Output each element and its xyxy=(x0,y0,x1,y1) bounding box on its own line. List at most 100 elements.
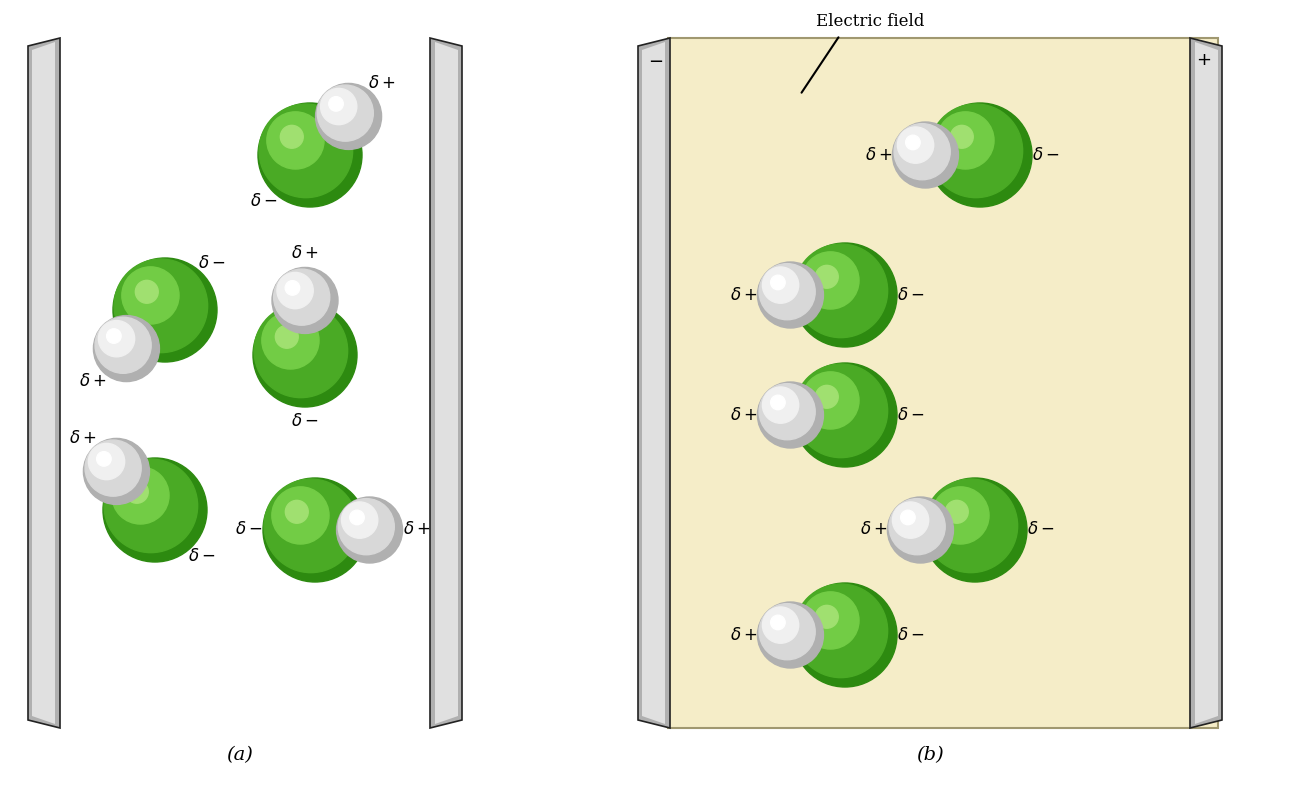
Circle shape xyxy=(88,444,125,480)
Circle shape xyxy=(281,125,303,148)
Text: $\delta-$: $\delta-$ xyxy=(235,522,263,539)
Circle shape xyxy=(95,318,151,373)
Circle shape xyxy=(259,104,352,198)
Circle shape xyxy=(894,124,950,180)
Circle shape xyxy=(815,385,838,409)
Circle shape xyxy=(94,315,160,381)
Circle shape xyxy=(112,467,169,524)
Circle shape xyxy=(264,479,358,573)
Circle shape xyxy=(928,103,1032,207)
Text: $\delta+$: $\delta+$ xyxy=(69,429,97,447)
Circle shape xyxy=(945,500,968,523)
Circle shape xyxy=(758,262,823,328)
Circle shape xyxy=(906,135,920,150)
Circle shape xyxy=(84,440,142,496)
Circle shape xyxy=(889,499,945,555)
Text: $\delta+$: $\delta+$ xyxy=(729,626,757,643)
Circle shape xyxy=(758,382,823,448)
Text: $\delta-$: $\delta-$ xyxy=(897,626,924,643)
Circle shape xyxy=(285,281,300,295)
Circle shape xyxy=(277,272,313,309)
Text: $+$: $+$ xyxy=(1196,51,1212,69)
Circle shape xyxy=(83,438,150,504)
Circle shape xyxy=(316,84,382,149)
Circle shape xyxy=(793,363,897,467)
Circle shape xyxy=(901,510,915,525)
Polygon shape xyxy=(430,38,461,728)
Circle shape xyxy=(113,258,217,362)
Circle shape xyxy=(759,384,815,440)
Circle shape xyxy=(125,480,148,504)
Circle shape xyxy=(263,478,367,582)
Text: $\delta+$: $\delta+$ xyxy=(729,286,757,303)
Text: $\delta+$: $\delta+$ xyxy=(403,522,430,539)
Circle shape xyxy=(261,312,318,369)
Circle shape xyxy=(930,104,1023,198)
Circle shape xyxy=(892,122,958,188)
Circle shape xyxy=(337,497,403,563)
Circle shape xyxy=(762,607,798,643)
Circle shape xyxy=(802,592,859,649)
Circle shape xyxy=(771,275,785,290)
Polygon shape xyxy=(436,42,458,724)
Circle shape xyxy=(771,615,785,630)
Circle shape xyxy=(892,502,928,538)
Text: $\delta+$: $\delta+$ xyxy=(291,245,318,262)
Circle shape xyxy=(793,583,897,687)
Circle shape xyxy=(103,458,207,562)
Circle shape xyxy=(135,280,159,303)
Circle shape xyxy=(266,112,324,169)
Circle shape xyxy=(793,243,897,347)
Circle shape xyxy=(321,89,356,124)
Circle shape xyxy=(923,478,1027,582)
Circle shape xyxy=(254,304,347,397)
Circle shape xyxy=(762,267,798,303)
Circle shape xyxy=(99,321,135,357)
Circle shape xyxy=(758,602,823,668)
Text: $\delta-$: $\delta-$ xyxy=(1027,522,1054,539)
Circle shape xyxy=(794,364,888,457)
Circle shape xyxy=(759,603,815,660)
Circle shape xyxy=(794,584,888,678)
Circle shape xyxy=(802,252,859,309)
Text: $-$: $-$ xyxy=(649,51,663,69)
Circle shape xyxy=(96,452,110,466)
Text: $\delta+$: $\delta+$ xyxy=(864,147,892,164)
Circle shape xyxy=(329,97,343,111)
Circle shape xyxy=(802,372,859,429)
Circle shape xyxy=(286,500,308,523)
Circle shape xyxy=(888,497,953,563)
Text: $\delta+$: $\delta+$ xyxy=(79,373,107,390)
Text: $\delta-$: $\delta-$ xyxy=(1032,147,1060,164)
Circle shape xyxy=(924,479,1018,573)
Circle shape xyxy=(273,269,330,326)
Circle shape xyxy=(815,606,838,628)
Circle shape xyxy=(342,502,378,538)
Polygon shape xyxy=(1195,42,1218,724)
Polygon shape xyxy=(32,42,55,724)
Circle shape xyxy=(759,263,815,320)
Text: $\delta-$: $\delta-$ xyxy=(250,193,277,210)
Circle shape xyxy=(317,85,373,141)
Circle shape xyxy=(897,127,933,164)
Text: (a): (a) xyxy=(226,746,254,764)
Text: $\delta+$: $\delta+$ xyxy=(368,75,395,92)
Polygon shape xyxy=(642,42,666,724)
Circle shape xyxy=(815,266,838,288)
Circle shape xyxy=(932,487,989,544)
Text: $\delta-$: $\delta-$ xyxy=(291,413,318,429)
Circle shape xyxy=(254,303,358,407)
Circle shape xyxy=(338,499,394,555)
Circle shape xyxy=(276,326,298,348)
Text: Electric field: Electric field xyxy=(816,14,924,30)
Polygon shape xyxy=(29,38,60,728)
Circle shape xyxy=(107,329,121,343)
Text: $\delta-$: $\delta-$ xyxy=(188,548,216,565)
Circle shape xyxy=(104,459,198,553)
Circle shape xyxy=(114,259,208,353)
Text: (b): (b) xyxy=(916,746,944,764)
Circle shape xyxy=(794,244,888,338)
Text: $\delta-$: $\delta-$ xyxy=(897,406,924,424)
Circle shape xyxy=(272,487,329,544)
Circle shape xyxy=(762,387,798,423)
